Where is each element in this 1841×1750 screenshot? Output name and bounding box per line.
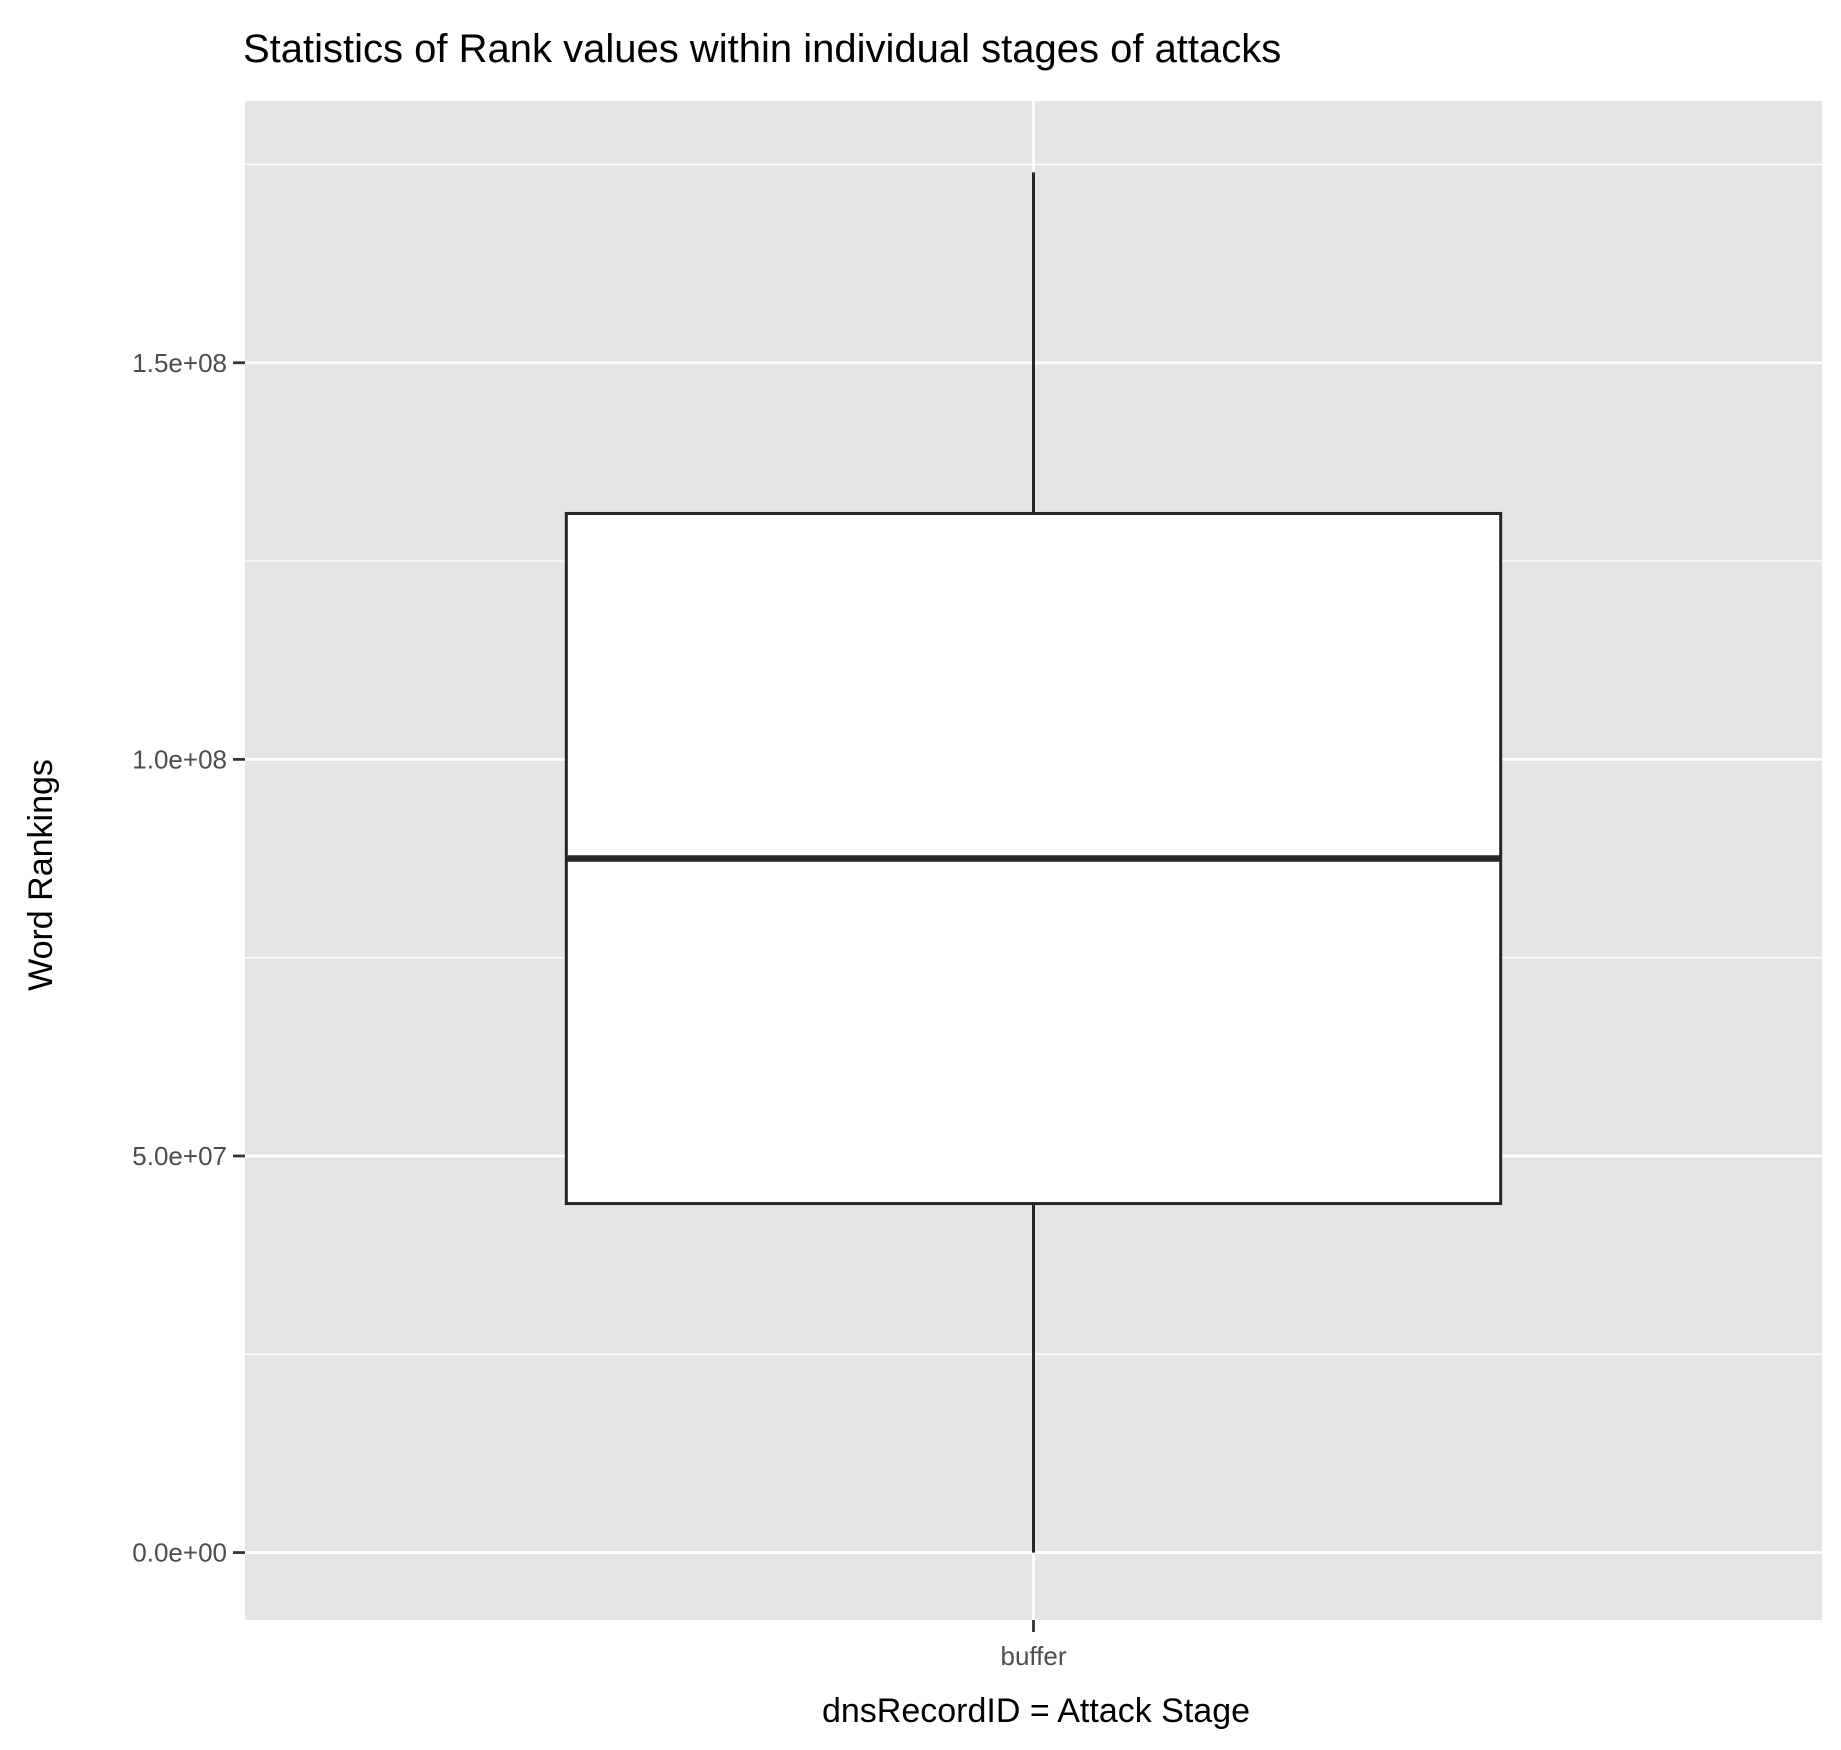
y-tick-label: 1.5e+08 xyxy=(132,348,227,378)
x-axis-title: dnsRecordID = Attack Stage xyxy=(822,1692,1250,1730)
chart-title: Statistics of Rank values within individ… xyxy=(243,27,1281,71)
axes: 0.0e+00 5.0e+07 1.0e+08 1.5e+08 buffer xyxy=(132,348,1067,1671)
y-tick-label: 5.0e+07 xyxy=(132,1141,227,1171)
box-marks xyxy=(564,172,1503,1553)
y-tick-label: 0.0e+00 xyxy=(132,1538,227,1568)
y-axis-title: Word Rankings xyxy=(22,759,60,991)
y-tick-label: 1.0e+08 xyxy=(132,744,227,774)
x-tick-label: buffer xyxy=(1000,1641,1066,1671)
